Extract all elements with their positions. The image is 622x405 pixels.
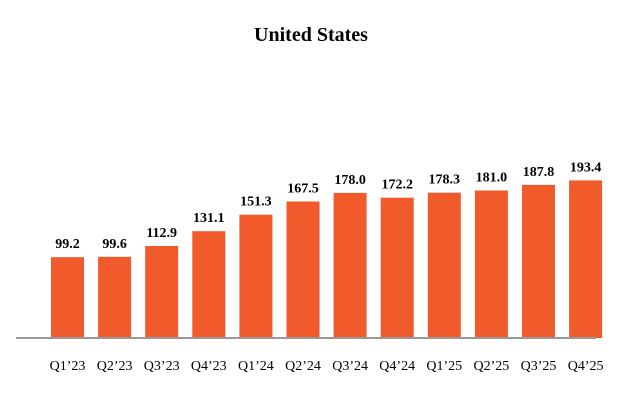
x-tick-label-0: Q1’23 bbox=[50, 359, 86, 374]
bar-10 bbox=[522, 184, 555, 338]
x-tick-label-1: Q2’23 bbox=[97, 359, 133, 374]
bar-3 bbox=[192, 231, 226, 338]
bars-layer bbox=[51, 180, 603, 338]
x-tick-label-9: Q2’25 bbox=[474, 359, 510, 374]
value-label-10: 187.8 bbox=[523, 165, 555, 180]
bar-8 bbox=[427, 192, 461, 338]
value-label-11: 193.4 bbox=[570, 160, 602, 175]
value-labels-layer: 99.2 99.6 112.9 131.1 151.3 167.5 178.0 172.2 17… bbox=[55, 160, 601, 252]
bar-0 bbox=[51, 257, 84, 338]
value-label-0: 99.2 bbox=[55, 237, 80, 252]
bar-6 bbox=[333, 192, 367, 338]
x-tick-label-11: Q4’25 bbox=[568, 359, 604, 374]
value-label-1: 99.6 bbox=[102, 237, 127, 252]
value-label-4: 151.3 bbox=[240, 195, 272, 210]
x-tick-label-5: Q2’24 bbox=[285, 359, 321, 374]
x-tick-label-6: Q3’24 bbox=[332, 359, 368, 374]
bar-11 bbox=[569, 180, 603, 338]
value-label-9: 181.0 bbox=[476, 171, 508, 186]
x-tick-label-4: Q1’24 bbox=[238, 359, 274, 374]
chart-title: United States bbox=[254, 24, 368, 46]
x-tick-label-2: Q3’23 bbox=[144, 359, 180, 374]
x-tick-labels-layer: Q1’23 Q2’23 Q3’23 Q4’23 Q1’24 Q2’24 Q3’24 Q4’24… bbox=[50, 359, 604, 374]
bar-4 bbox=[239, 214, 273, 338]
bar-9 bbox=[474, 190, 508, 338]
bar-5 bbox=[286, 201, 320, 338]
bar-2 bbox=[145, 246, 179, 338]
bar-7 bbox=[380, 197, 414, 338]
value-label-7: 172.2 bbox=[381, 178, 413, 193]
x-tick-label-7: Q4’24 bbox=[379, 359, 415, 374]
value-label-3: 131.1 bbox=[193, 211, 225, 226]
x-tick-label-3: Q4’23 bbox=[191, 359, 227, 374]
x-tick-label-10: Q3’25 bbox=[521, 359, 557, 374]
value-label-6: 178.0 bbox=[334, 173, 366, 188]
x-tick-label-8: Q1’25 bbox=[426, 359, 462, 374]
bar-1 bbox=[98, 256, 132, 338]
value-label-2: 112.9 bbox=[146, 226, 177, 241]
value-label-8: 178.3 bbox=[429, 173, 461, 188]
value-label-5: 167.5 bbox=[287, 182, 319, 197]
